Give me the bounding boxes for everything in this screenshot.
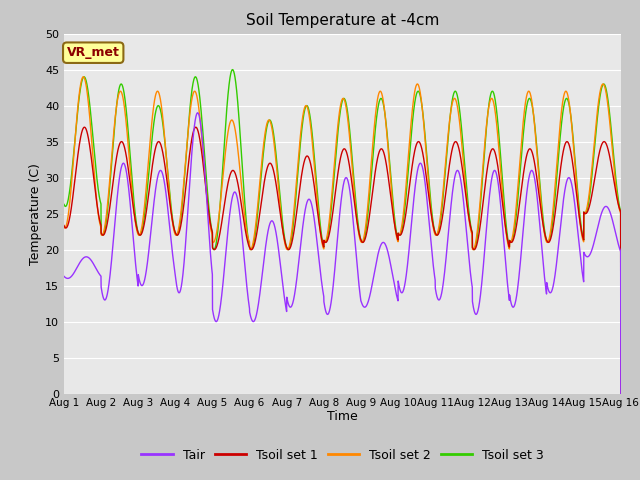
Title: Soil Temperature at -4cm: Soil Temperature at -4cm [246, 13, 439, 28]
X-axis label: Time: Time [327, 410, 358, 423]
Text: VR_met: VR_met [67, 46, 120, 59]
Y-axis label: Temperature (C): Temperature (C) [29, 163, 42, 264]
Legend: Tair, Tsoil set 1, Tsoil set 2, Tsoil set 3: Tair, Tsoil set 1, Tsoil set 2, Tsoil se… [136, 444, 548, 467]
